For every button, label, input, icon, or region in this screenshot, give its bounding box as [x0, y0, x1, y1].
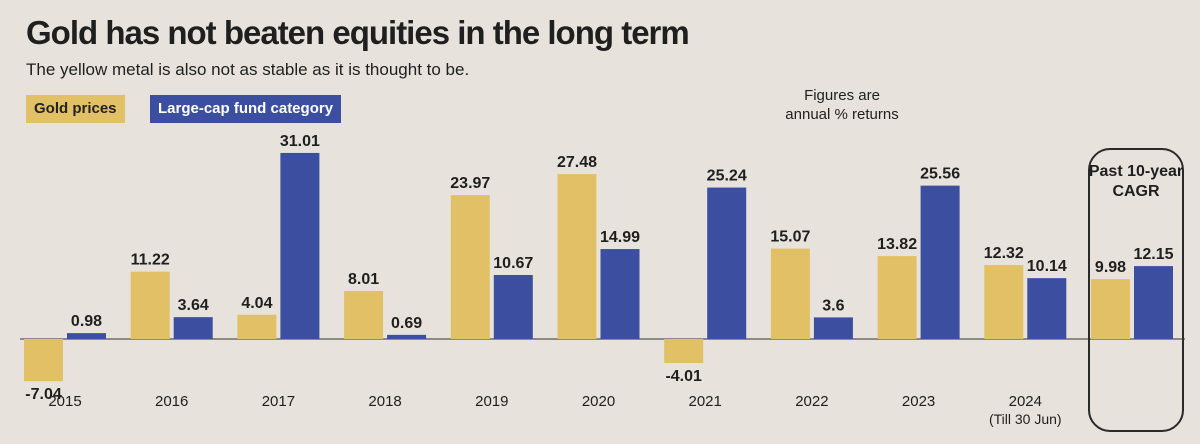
large-cap-bar-5: [600, 249, 640, 339]
category-label-2: 2017: [262, 393, 295, 410]
cagr-highlight-box: [1088, 148, 1184, 432]
category-label-3: 2018: [368, 393, 401, 410]
gold-bar-8: [877, 256, 917, 339]
legend-gold: Gold prices: [26, 95, 125, 123]
large-cap-bar-9: [1027, 278, 1067, 339]
gold-value-label-10: 9.98: [1095, 259, 1126, 276]
gold-bar-7: [770, 248, 810, 339]
chart-title: Gold has not beaten equities in the long…: [26, 14, 690, 51]
large-cap-value-label-0: 0.98: [71, 313, 102, 330]
cagr-label: Past 10-year CAGR: [1088, 163, 1184, 200]
large-cap-value-label-9: 10.14: [1027, 258, 1067, 275]
gold-bar-0: [24, 339, 63, 382]
gold-bar-3: [344, 290, 384, 339]
large-cap-value-label-7: 3.6: [822, 297, 844, 314]
gold-bar-4: [450, 195, 490, 339]
large-cap-value-label-3: 0.69: [391, 315, 422, 332]
gold-value-label-6: -4.01: [665, 368, 702, 385]
large-cap-bar-1: [173, 317, 213, 339]
category-sublabel-9: (Till 30 Jun): [989, 411, 1062, 427]
large-cap-bar-8: [920, 185, 960, 339]
legend-large-cap: Large-cap fund category: [150, 95, 342, 123]
large-cap-bar-2: [280, 152, 320, 339]
gold-bar-6: [664, 339, 704, 364]
large-cap-value-label-5: 14.99: [600, 229, 640, 246]
category-label-4: 2019: [475, 393, 508, 410]
category-label-1: 2016: [155, 393, 188, 410]
large-cap-value-label-1: 3.64: [178, 297, 209, 314]
large-cap-bar-6: [707, 187, 747, 339]
large-cap-value-label-6: 25.24: [707, 168, 747, 185]
gold-value-label-8: 13.82: [877, 236, 917, 253]
category-label-9: 2024: [1009, 393, 1042, 410]
gold-value-label-2: 4.04: [241, 295, 272, 312]
large-cap-value-label-10: 12.15: [1133, 246, 1173, 263]
gold-value-label-4: 23.97: [450, 175, 490, 192]
gold-bar-2: [237, 314, 277, 339]
category-label-6: 2021: [689, 393, 722, 410]
category-label-0: 2015: [48, 393, 81, 410]
gold-value-label-0: -7.04: [25, 386, 62, 403]
chart-subtitle: The yellow metal is also not as stable a…: [26, 60, 470, 79]
large-cap-value-label-8: 25.56: [920, 166, 960, 183]
gold-value-label-9: 12.32: [984, 245, 1024, 262]
gold-bar-5: [557, 174, 597, 339]
gold-bar-10: [1091, 279, 1130, 339]
category-label-5: 2020: [582, 393, 615, 410]
large-cap-bar-0: [67, 333, 106, 339]
gold-value-label-5: 27.48: [557, 154, 597, 171]
figures-note: Figures are annual % returns: [785, 87, 899, 123]
large-cap-bar-10: [1134, 266, 1173, 339]
category-label-8: 2023: [902, 393, 935, 410]
large-cap-bar-4: [493, 274, 533, 339]
large-cap-bar-7: [813, 317, 853, 339]
gold-value-label-3: 8.01: [348, 271, 379, 288]
gold-bar-1: [130, 271, 170, 339]
category-label-7: 2022: [795, 393, 828, 410]
gold-value-label-7: 15.07: [770, 229, 810, 246]
large-cap-value-label-2: 31.01: [280, 133, 320, 150]
large-cap-bar-3: [387, 334, 427, 339]
gold-value-label-1: 11.22: [131, 252, 170, 269]
gold-bar-9: [984, 265, 1024, 339]
large-cap-value-label-4: 10.67: [493, 255, 533, 272]
